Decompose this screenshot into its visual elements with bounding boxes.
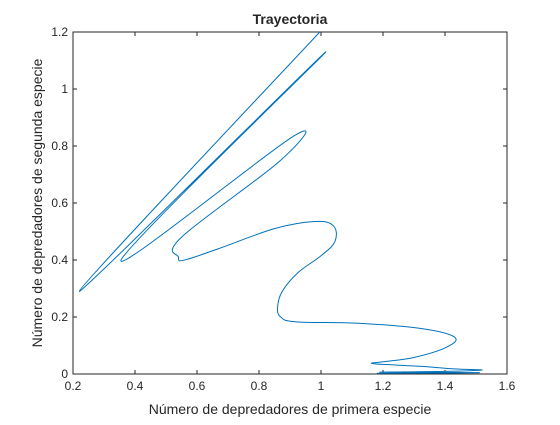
y-tick-label: 0.2 — [51, 310, 68, 324]
x-tick-label: 1.6 — [499, 379, 516, 393]
x-axis-label: Número de depredadores de primera especi… — [149, 401, 432, 417]
x-tick-label: 1 — [318, 379, 325, 393]
trajectory-line — [78, 31, 483, 374]
chart-title: Trayectoria — [253, 11, 328, 27]
y-tick-label: 0.4 — [51, 253, 68, 267]
x-tick-label: 0.2 — [65, 379, 82, 393]
y-tick-label: 1.2 — [51, 25, 68, 39]
series-group — [78, 31, 483, 374]
x-tick-label: 1.4 — [437, 379, 454, 393]
plot-area — [73, 32, 507, 374]
y-axis-ticks: 0 0.2 0.4 0.6 0.8 1 1.2 — [51, 25, 507, 381]
x-tick-label: 1.2 — [375, 379, 392, 393]
y-tick-label: 0 — [61, 367, 68, 381]
x-tick-label: 0.8 — [251, 379, 268, 393]
y-tick-label: 0.6 — [51, 196, 68, 210]
y-tick-label: 1 — [61, 82, 68, 96]
y-axis-label: Número de depredadores de segunda especi… — [29, 58, 45, 347]
x-tick-label: 0.4 — [127, 379, 144, 393]
y-tick-label: 0.8 — [51, 139, 68, 153]
x-axis-ticks: 0.2 0.4 0.6 0.8 1 1.2 1.4 1.6 — [65, 32, 516, 393]
x-tick-label: 0.6 — [189, 379, 206, 393]
